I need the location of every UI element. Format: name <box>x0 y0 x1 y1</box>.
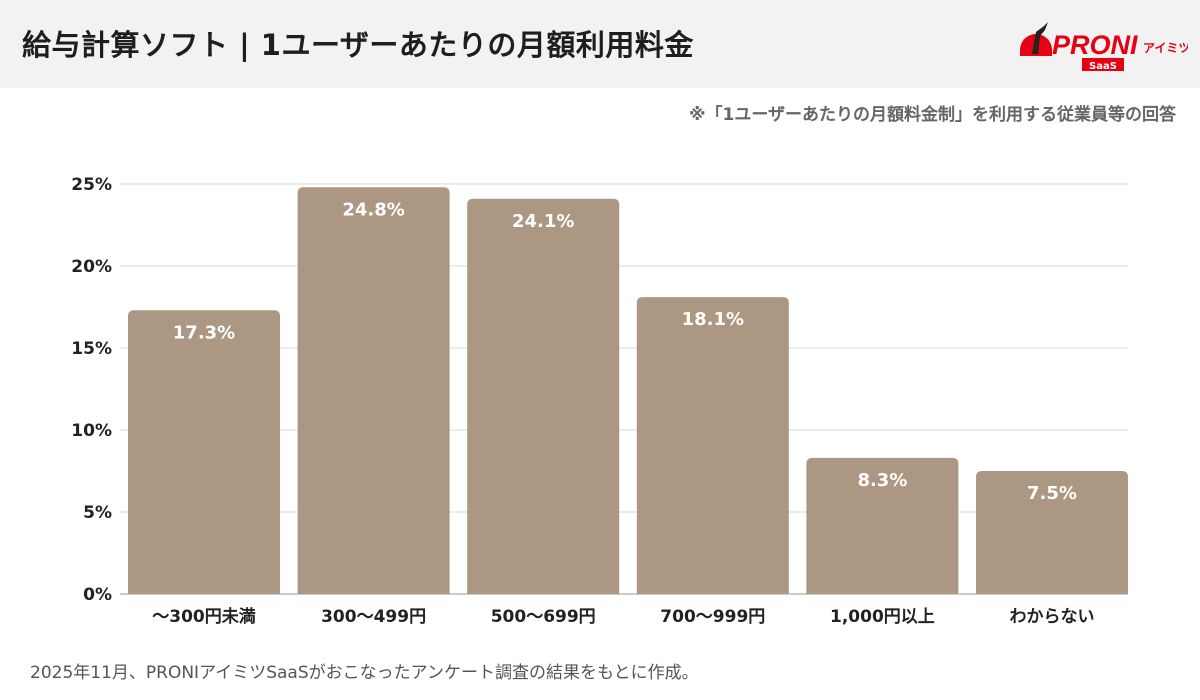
svg-text:SaaS: SaaS <box>1089 61 1117 72</box>
data-label: 8.3% <box>857 470 907 491</box>
x-tick-label: 700〜999円 <box>660 607 765 627</box>
bar <box>976 471 1128 594</box>
x-tick-label: 300〜499円 <box>321 607 426 627</box>
data-label: 24.8% <box>342 199 404 220</box>
x-tick-label: 〜300円未満 <box>152 606 256 627</box>
x-tick-label: 500〜699円 <box>491 607 596 627</box>
bar <box>467 198 620 594</box>
source-footer: 2025年11月、PRONIアイミツSaaSがおこなったアンケート調査の結果をも… <box>30 663 699 683</box>
data-label: 17.3% <box>173 322 235 343</box>
data-label: 7.5% <box>1027 483 1077 504</box>
svg-text:PRONI: PRONI <box>1052 30 1138 60</box>
y-tick-label: 25% <box>71 175 112 195</box>
bar <box>128 310 280 594</box>
proni-logo: PRONI アイミツ SaaS <box>1020 22 1188 72</box>
svg-text:アイミツ: アイミツ <box>1143 41 1188 55</box>
x-tick-label: わからない <box>1010 607 1095 627</box>
y-tick-label: 0% <box>83 585 112 605</box>
y-tick-label: 20% <box>71 257 112 277</box>
data-label: 24.1% <box>512 211 574 232</box>
bar <box>297 187 450 594</box>
y-tick-label: 5% <box>83 503 112 523</box>
bar <box>806 457 959 594</box>
y-tick-label: 15% <box>71 339 112 359</box>
bar <box>636 297 789 594</box>
header-bar: 給与計算ソフト | 1ユーザーあたりの月額利用料金 PRONI アイミツ Saa… <box>0 0 1200 88</box>
y-tick-label: 10% <box>71 421 112 441</box>
x-tick-label: 1,000円以上 <box>830 607 935 627</box>
page-title: 給与計算ソフト | 1ユーザーあたりの月額利用料金 <box>22 28 694 62</box>
data-label: 18.1% <box>682 309 744 330</box>
chart-note: ※「1ユーザーあたりの月額料金制」を利用する従業員等の回答 <box>688 105 1176 125</box>
